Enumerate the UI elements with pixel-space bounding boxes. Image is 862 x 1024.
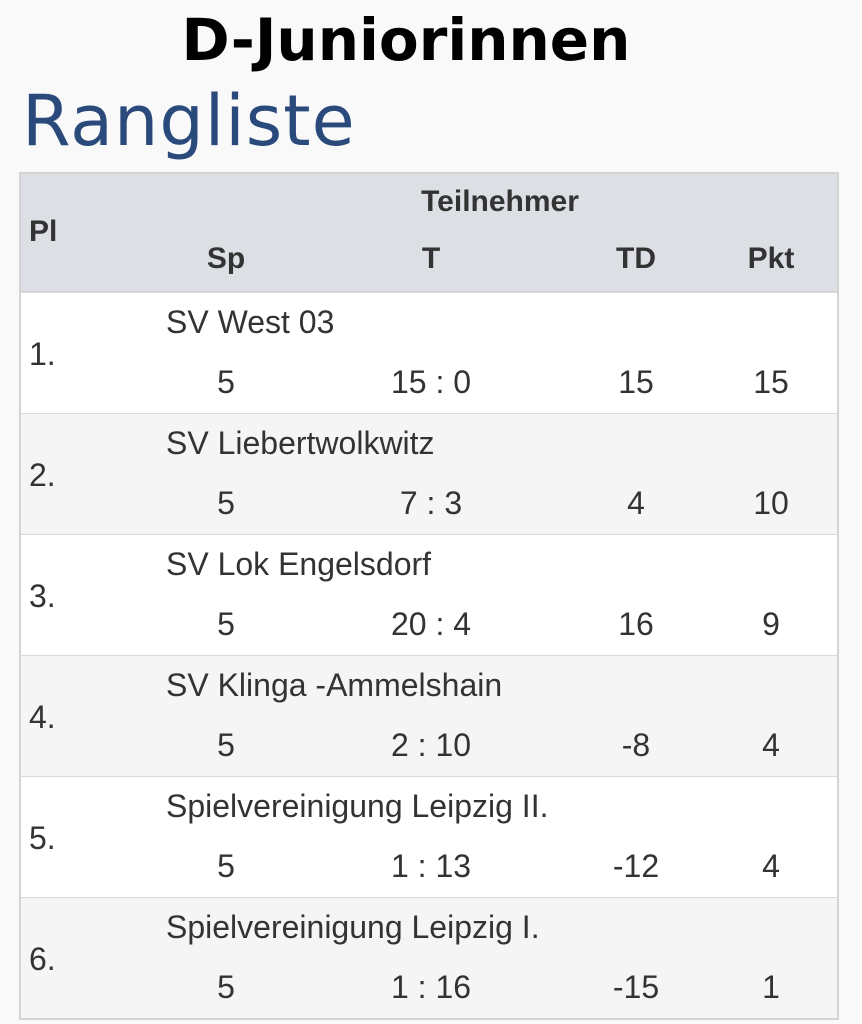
row-points: 15 (753, 364, 789, 400)
header-team: Teilnehmer (421, 185, 579, 218)
header-points: Pkt (747, 242, 795, 275)
row-goals: 20 : 4 (390, 606, 472, 642)
row-points: 4 (762, 848, 780, 884)
table-row: 3. SV Lok Engelsdorf 5 20 : 4 16 9 (21, 534, 837, 655)
row-games: 5 (217, 485, 235, 521)
table-row: 4. SV Klinga -Ammelshain 5 2 : 10 -8 4 (21, 655, 837, 776)
row-games: 5 (217, 727, 235, 763)
header-goals: T (421, 242, 441, 275)
row-points: 10 (753, 485, 789, 521)
page-subtitle: Rangliste (22, 80, 356, 162)
row-goal-diff: -15 (612, 969, 660, 1005)
row-goal-diff: 15 (618, 364, 654, 400)
page-title: D-Juniorinnen (181, 6, 631, 74)
row-goals: 2 : 10 (390, 727, 472, 763)
row-points: 1 (762, 969, 780, 1005)
header-goal-diff: TD (616, 242, 656, 275)
table-row: 6. Spielvereinigung Leipzig I. 5 1 : 16 … (21, 897, 837, 1018)
row-goals: 15 : 0 (390, 364, 472, 400)
row-place: 4. (29, 699, 56, 735)
row-team: Spielvereinigung Leipzig II. (166, 788, 549, 824)
header-place: Pl (29, 215, 58, 248)
row-goal-diff: 4 (627, 485, 645, 521)
row-games: 5 (217, 969, 235, 1005)
row-points: 9 (762, 606, 780, 642)
row-place: 2. (29, 457, 56, 493)
table-row: 5. Spielvereinigung Leipzig II. 5 1 : 13… (21, 776, 837, 897)
row-goal-diff: -12 (612, 848, 660, 884)
header-games: Sp (206, 242, 246, 275)
row-team: Spielvereinigung Leipzig I. (166, 909, 540, 945)
row-games: 5 (217, 606, 235, 642)
row-place: 3. (29, 578, 56, 614)
row-goals: 7 : 3 (399, 485, 463, 521)
row-team: SV West 03 (166, 304, 335, 340)
table-header: Pl Teilnehmer Sp T TD Pkt (21, 174, 837, 292)
row-points: 4 (762, 727, 780, 763)
row-goals: 1 : 13 (390, 848, 472, 884)
standings-table: Pl Teilnehmer Sp T TD Pkt 1. SV West 03 … (19, 172, 839, 1020)
row-goals: 1 : 16 (390, 969, 472, 1005)
row-team: SV Klinga -Ammelshain (166, 667, 503, 703)
row-games: 5 (217, 848, 235, 884)
row-place: 1. (29, 336, 56, 372)
table-row: 1. SV West 03 5 15 : 0 15 15 (21, 292, 837, 413)
row-place: 5. (29, 820, 56, 856)
row-place: 6. (29, 941, 56, 977)
table-row: 2. SV Liebertwolkwitz 5 7 : 3 4 10 (21, 413, 837, 534)
row-team: SV Lok Engelsdorf (166, 546, 432, 582)
row-goal-diff: -8 (621, 727, 651, 763)
row-team: SV Liebertwolkwitz (166, 425, 435, 461)
row-games: 5 (217, 364, 235, 400)
row-goal-diff: 16 (618, 606, 654, 642)
